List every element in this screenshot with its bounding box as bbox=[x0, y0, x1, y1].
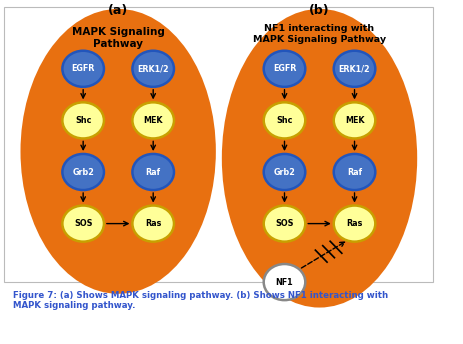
Text: (b): (b) bbox=[308, 4, 329, 17]
Ellipse shape bbox=[132, 206, 174, 242]
Text: Raf: Raf bbox=[346, 168, 361, 176]
Ellipse shape bbox=[333, 51, 375, 87]
Ellipse shape bbox=[333, 103, 375, 139]
Ellipse shape bbox=[22, 10, 214, 292]
Ellipse shape bbox=[333, 206, 375, 242]
Ellipse shape bbox=[263, 103, 305, 139]
Text: Ras: Ras bbox=[145, 219, 161, 228]
Text: Figure 7: (a) Shows MAPK signaling pathway. (b) Shows NF1 interacting with
MAPK : Figure 7: (a) Shows MAPK signaling pathw… bbox=[13, 291, 388, 310]
Text: Grb2: Grb2 bbox=[273, 168, 295, 176]
Text: Grb2: Grb2 bbox=[72, 168, 94, 176]
Text: NF1 interacting with
MAPK Signaling Pathway: NF1 interacting with MAPK Signaling Path… bbox=[252, 24, 385, 44]
Ellipse shape bbox=[62, 51, 104, 87]
Text: Shc: Shc bbox=[75, 116, 91, 125]
Text: EGFR: EGFR bbox=[71, 64, 94, 73]
Ellipse shape bbox=[263, 51, 305, 87]
Text: (a): (a) bbox=[108, 4, 128, 17]
Ellipse shape bbox=[62, 206, 104, 242]
FancyBboxPatch shape bbox=[4, 7, 432, 282]
Text: MEK: MEK bbox=[143, 116, 163, 125]
Text: MAPK Signaling
Pathway: MAPK Signaling Pathway bbox=[72, 26, 164, 49]
Text: SOS: SOS bbox=[74, 219, 92, 228]
Ellipse shape bbox=[132, 154, 174, 190]
Ellipse shape bbox=[62, 103, 104, 139]
Ellipse shape bbox=[223, 10, 415, 306]
Text: ERK1/2: ERK1/2 bbox=[338, 64, 369, 73]
Ellipse shape bbox=[132, 51, 174, 87]
Text: EGFR: EGFR bbox=[272, 64, 295, 73]
Ellipse shape bbox=[132, 103, 174, 139]
Text: NF1: NF1 bbox=[275, 278, 293, 287]
Ellipse shape bbox=[263, 206, 305, 242]
Text: MEK: MEK bbox=[344, 116, 363, 125]
Ellipse shape bbox=[263, 264, 305, 300]
Text: Raf: Raf bbox=[145, 168, 160, 176]
Text: SOS: SOS bbox=[275, 219, 293, 228]
Ellipse shape bbox=[62, 154, 104, 190]
Text: Ras: Ras bbox=[345, 219, 362, 228]
Ellipse shape bbox=[263, 154, 305, 190]
Text: Shc: Shc bbox=[275, 116, 292, 125]
Ellipse shape bbox=[333, 154, 375, 190]
Text: ERK1/2: ERK1/2 bbox=[137, 64, 169, 73]
